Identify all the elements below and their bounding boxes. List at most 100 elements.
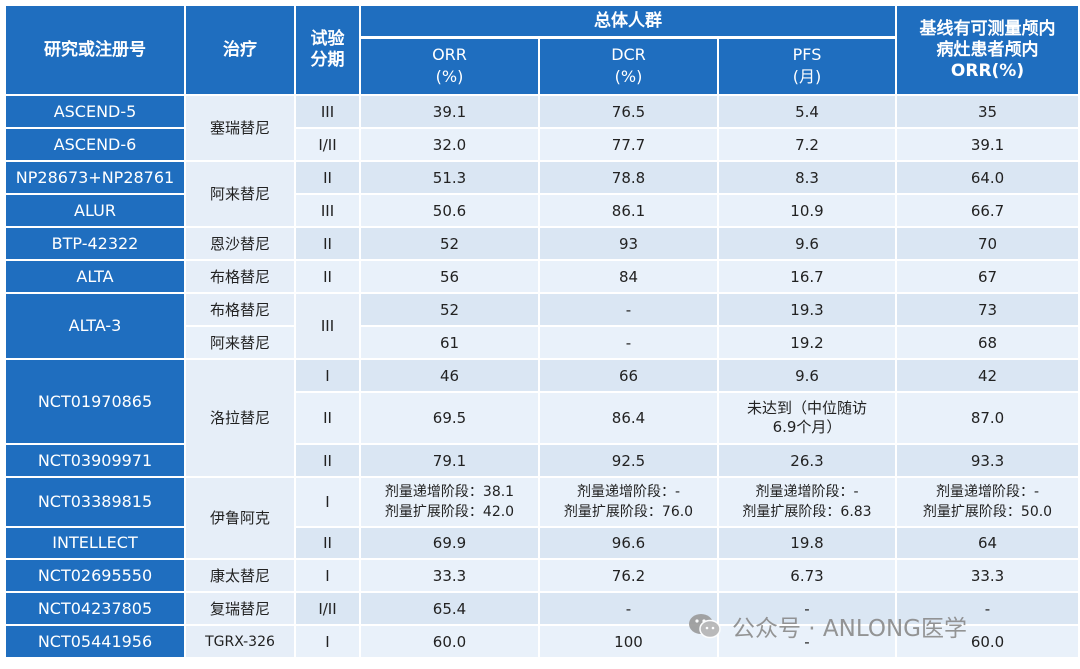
dcr-cell: 84 [538,259,719,294]
dcr-cell: 93 [538,226,719,261]
pfs-cell: 9.6 [716,226,898,261]
intracranial-orr-cell: 64.0 [895,160,1080,195]
dcr-cell: 86.1 [538,193,719,228]
table-row: NCT01970865 洛拉替尼 I 46 66 9.6 42 [4,358,1080,478]
treatment-cell: 塞瑞替尼 [184,94,296,162]
intracranial-orr-cell: 35 [895,94,1080,129]
header-orr: ORR (%) [359,36,540,96]
treatment-cell: 阿来替尼 [184,160,296,228]
treatment-cell: 布格替尼 [184,292,296,327]
dcr-cell: 76.2 [538,558,719,593]
wechat-icon [688,613,722,639]
phase-cell: I/II [294,591,361,626]
phase-cell: I/II [294,127,361,162]
pfs-cell: 未达到（中位随访 6.9个月） [716,391,898,445]
intracranial-orr-cell: 33.3 [895,558,1080,593]
intracranial-orr-cell: 87.0 [895,391,1080,445]
table-row: ALUR III 50.6 86.1 10.9 66.7 [4,193,1080,228]
phase-cell: III [294,94,361,129]
pfs-cell: 26.3 [716,443,898,478]
study-cell: ASCEND-6 [4,127,186,162]
intracranial-orr-cell: 93.3 [895,443,1080,478]
header-intracranial-orr: 基线有可测量颅内 病灶患者颅内 ORR(%) [895,4,1080,96]
phase-cell: I [294,476,361,528]
study-cell: NCT05441956 [4,624,186,659]
orr-cell: 79.1 [359,443,540,478]
study-cell: NCT02695550 [4,558,186,593]
phase-cell: II [294,526,361,560]
orr-cell: 52 [359,292,540,327]
orr-cell: 52 [359,226,540,261]
table-row: ALTA-3 布格替尼 III 52 - 19.3 73 [4,292,1080,360]
pfs-cell: 9.6 [716,358,898,393]
phase-cell: III [294,292,361,360]
dcr-cell: 76.5 [538,94,719,129]
orr-cell: 65.4 [359,591,540,626]
orr-cell: 61 [359,325,540,360]
header-study: 研究或注册号 [4,4,186,96]
intracranial-orr-cell: 64 [895,526,1080,560]
study-cell: NCT03909971 [4,443,186,478]
orr-cell: 剂量递增阶段：38.1 剂量扩展阶段：42.0 [359,476,540,528]
treatment-cell: 洛拉替尼 [184,358,296,478]
intracranial-orr-cell: 剂量递增阶段：- 剂量扩展阶段：50.0 [895,476,1080,528]
orr-cell: 32.0 [359,127,540,162]
pfs-cell: - [716,591,898,626]
intracranial-orr-cell: - [895,591,1080,626]
study-cell: INTELLECT [4,526,186,560]
table-row: NCT05441956 TGRX-326 I 60.0 100 - 60.0 [4,624,1080,659]
dcr-cell: 77.7 [538,127,719,162]
orr-cell: 46 [359,358,540,393]
study-cell: ALUR [4,193,186,228]
study-cell: BTP-42322 [4,226,186,261]
pfs-cell: 10.9 [716,193,898,228]
treatment-cell: 恩沙替尼 [184,226,296,261]
phase-cell: II [294,443,361,478]
treatment-cell: 布格替尼 [184,259,296,294]
treatment-cell: 康太替尼 [184,558,296,593]
table-row: ALTA 布格替尼 II 56 84 16.7 67 [4,259,1080,294]
study-cell: ALTA [4,259,186,294]
table-row: INTELLECT II 69.9 96.6 19.8 64 [4,526,1080,560]
header-pfs: PFS (月) [716,36,898,96]
orr-cell: 33.3 [359,558,540,593]
table-row: NCT03909971 II 79.1 92.5 26.3 93.3 [4,443,1080,478]
phase-cell: III [294,193,361,228]
orr-cell: 39.1 [359,94,540,129]
table-row: NP28673+NP28761 阿来替尼 II 51.3 78.8 8.3 64… [4,160,1080,228]
pfs-cell: 8.3 [716,160,898,195]
dcr-cell: 96.6 [538,526,719,560]
intracranial-orr-cell: 60.0 [895,624,1080,659]
dcr-cell: 78.8 [538,160,719,195]
intracranial-orr-cell: 67 [895,259,1080,294]
dcr-cell: 剂量递增阶段：- 剂量扩展阶段：76.0 [538,476,719,528]
orr-cell: 69.9 [359,526,540,560]
pfs-cell: 16.7 [716,259,898,294]
pfs-cell: 剂量递增阶段：- 剂量扩展阶段：6.83 [716,476,898,528]
study-cell: NCT04237805 [4,591,186,626]
study-cell: ALTA-3 [4,292,186,360]
study-cell: ASCEND-5 [4,94,186,129]
pfs-cell: - [716,624,898,659]
orr-cell: 50.6 [359,193,540,228]
pfs-cell: 6.73 [716,558,898,593]
table-row: ASCEND-6 I/II 32.0 77.7 7.2 39.1 [4,127,1080,162]
treatment-cell: 阿来替尼 [184,325,296,360]
phase-cell: I [294,558,361,593]
pfs-cell: 5.4 [716,94,898,129]
treatment-cell: 复瑞替尼 [184,591,296,626]
treatment-cell: 伊鲁阿克 [184,476,296,560]
table-row: NCT02695550 康太替尼 I 33.3 76.2 6.73 33.3 [4,558,1080,593]
clinical-trials-table: 研究或注册号 治疗 试验 分期 总体人群 基线有可测量颅内 病灶患者颅内 ORR… [4,4,1080,659]
phase-cell: II [294,226,361,261]
orr-cell: 51.3 [359,160,540,195]
dcr-cell: 100 [538,624,719,659]
pfs-cell: 19.2 [716,325,898,360]
phase-cell: I [294,358,361,393]
pfs-cell: 19.3 [716,292,898,327]
phase-cell: II [294,259,361,294]
orr-cell: 60.0 [359,624,540,659]
intracranial-orr-cell: 39.1 [895,127,1080,162]
treatment-cell: TGRX-326 [184,624,296,659]
phase-cell: II [294,391,361,445]
